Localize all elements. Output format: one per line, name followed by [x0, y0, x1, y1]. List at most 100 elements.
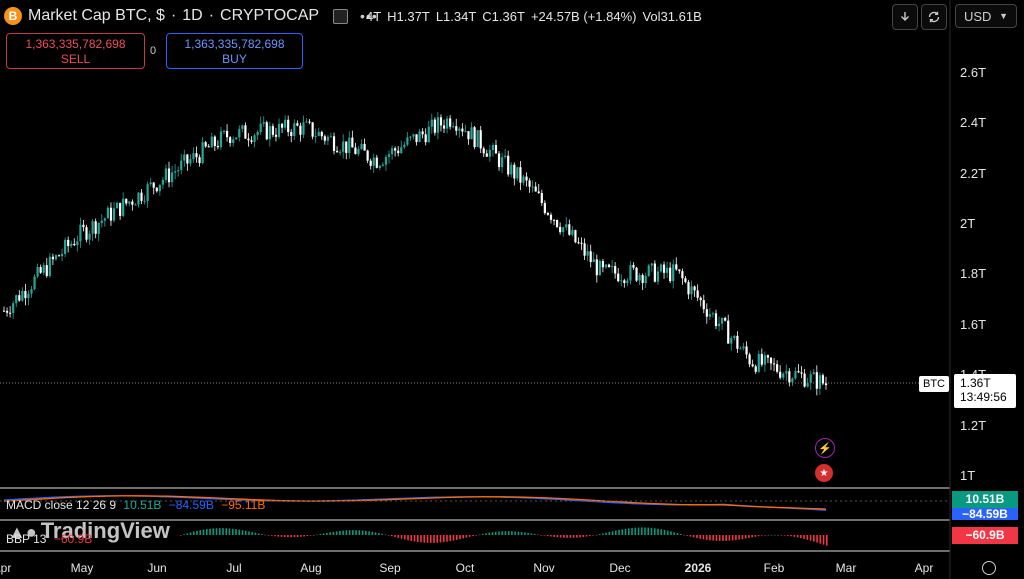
bbp-bar: [605, 532, 607, 535]
candle-body: [815, 372, 818, 389]
candle-body: [363, 143, 366, 151]
candle-body: [305, 121, 308, 123]
buy-button[interactable]: 1,363,335,782,698 BUY: [166, 33, 303, 69]
more-options-icon[interactable]: •••: [360, 8, 378, 24]
bbp-bar: [264, 534, 267, 536]
candle-body: [568, 224, 571, 235]
candle-body: [672, 264, 675, 282]
bbp-bar: [657, 528, 659, 535]
candle-body: [342, 141, 345, 152]
candle-body: [158, 184, 161, 192]
sell-button[interactable]: 1,363,335,782,698 SELL: [6, 33, 145, 69]
bbp-bar: [280, 535, 283, 537]
ohlc-volume: Vol31.61B: [642, 9, 702, 24]
candle-body: [79, 224, 82, 242]
bbp-bar: [777, 534, 779, 536]
bbp-histogram: [180, 527, 828, 546]
candle-body: [629, 264, 632, 281]
macd-legend[interactable]: MACD close 12 26 9 10.51B −84.59B −95.11…: [6, 498, 265, 512]
settings-gear-icon[interactable]: [982, 561, 996, 575]
bbp-bar: [345, 530, 348, 535]
bbp-bar: [826, 535, 828, 546]
us-flag-event-icon[interactable]: ★: [815, 464, 833, 482]
candle-body: [143, 200, 146, 202]
candle-body: [583, 243, 586, 256]
bbp-bar: [576, 535, 578, 538]
bbp-bar: [533, 533, 536, 535]
candle-body: [403, 144, 406, 148]
candle-body: [180, 160, 183, 171]
candle-body: [302, 122, 305, 135]
candle-body: [128, 201, 131, 204]
candle-body: [702, 300, 705, 310]
bbp-bar: [670, 531, 672, 535]
candle-body: [555, 219, 559, 227]
bbp-bar: [244, 530, 247, 535]
bbp-bar: [696, 535, 698, 539]
bbp-bar: [800, 535, 802, 539]
candle-body: [140, 192, 143, 201]
currency-selector[interactable]: USD ▼: [955, 4, 1017, 28]
refresh-button[interactable]: [921, 4, 947, 30]
bbp-bar: [283, 535, 286, 538]
candle-body: [406, 137, 409, 145]
time-tick: May: [70, 561, 94, 575]
bbp-bar: [634, 527, 637, 535]
candle-body: [409, 136, 412, 138]
bbp-bar: [488, 532, 490, 535]
candle-body: [769, 357, 773, 364]
candle-body: [167, 168, 171, 183]
candle-body: [372, 157, 375, 166]
compare-icon[interactable]: [333, 8, 349, 24]
candle-body: [467, 131, 470, 140]
candle-body: [51, 256, 54, 260]
candle-body: [384, 156, 388, 165]
candle-body: [742, 346, 745, 349]
bbp-bar: [436, 535, 439, 543]
candle-body: [369, 160, 372, 166]
bbp-bar: [394, 535, 396, 538]
refresh-icon: [928, 11, 940, 23]
bbp-bar: [627, 528, 630, 535]
lightning-event-icon[interactable]: ⚡: [815, 438, 835, 458]
bbp-bar: [761, 535, 763, 536]
symbol-title[interactable]: Market Cap BTC, $: [28, 7, 165, 24]
bbp-bar: [663, 529, 666, 535]
bbp-bar: [709, 535, 711, 541]
bbp-legend[interactable]: BBP 13 −60.9B: [6, 532, 92, 546]
bbp-bar: [790, 535, 792, 537]
candle-body: [247, 138, 250, 141]
bbp-bar: [287, 535, 289, 538]
candle-body: [714, 313, 718, 327]
bbp-bar: [251, 532, 254, 535]
bbp-bar: [309, 535, 312, 536]
spread-value: 0: [150, 45, 157, 57]
bbp-bar: [725, 535, 727, 541]
bbp-bar: [491, 532, 494, 535]
candle-body: [586, 251, 589, 256]
bbp-bar: [653, 528, 656, 535]
candle-body: [54, 255, 58, 260]
bbp-bar: [306, 535, 309, 537]
candle-body: [320, 131, 323, 137]
candle-body: [473, 127, 476, 148]
candle-body: [345, 141, 348, 153]
candle-body: [794, 371, 797, 379]
candle-body: [262, 122, 265, 124]
bbp-bar: [813, 535, 815, 542]
candle-body: [482, 148, 485, 154]
candle-body: [528, 180, 531, 187]
candle-body: [821, 375, 825, 384]
interval-label[interactable]: 1D: [182, 7, 203, 24]
bbp-bar: [274, 535, 276, 537]
time-tick: Nov: [533, 561, 555, 575]
download-button[interactable]: [892, 4, 918, 30]
macd-title: MACD close 12 26 9: [6, 498, 117, 512]
candle-body: [559, 226, 562, 233]
candle-body: [595, 259, 598, 276]
symbol-selector[interactable]: B Market Cap BTC, $ · 1D · CRYPTOCAP •••: [4, 5, 378, 27]
candle-body: [638, 275, 641, 281]
candle-body: [433, 119, 436, 133]
candle-body: [797, 371, 800, 373]
